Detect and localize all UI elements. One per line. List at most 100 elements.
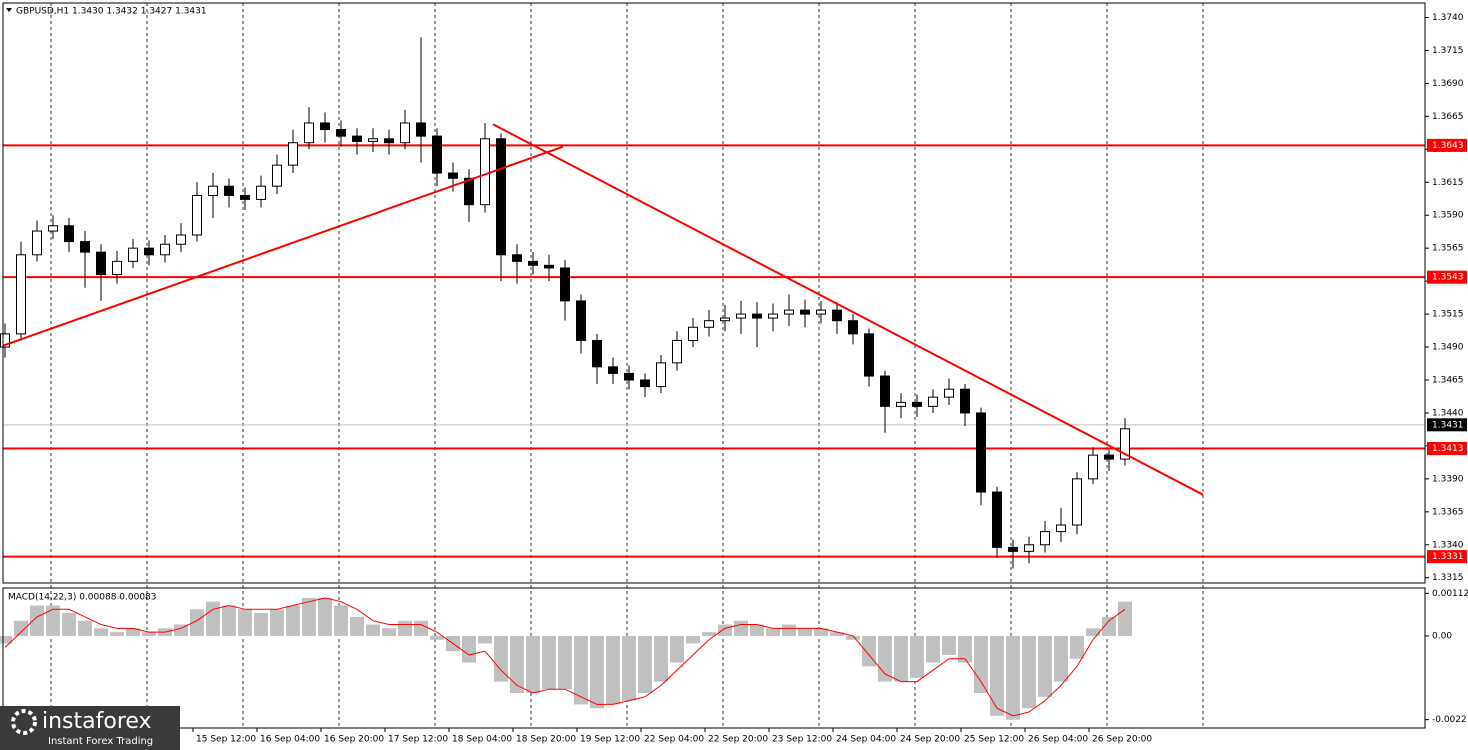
candle-body [752, 313, 762, 319]
candle-body [544, 264, 554, 269]
macd-bar [862, 635, 876, 667]
candle-body [208, 185, 218, 196]
macd-bar [286, 605, 300, 636]
macd-title: MACD(14,22,3) 0.00088 0.00083 [8, 593, 157, 603]
logo-tagline: Instant Forex Trading [48, 736, 153, 747]
macd-bar [1006, 635, 1020, 720]
candle-body [1072, 478, 1082, 526]
price-label: 1.3331 [1432, 552, 1464, 562]
candle-body [832, 309, 842, 322]
candle-body [928, 396, 938, 407]
macd-bar [94, 628, 108, 636]
candle-body [608, 366, 618, 374]
candle-body [624, 372, 634, 381]
logo: instaforex Instant Forex Trading [0, 706, 180, 750]
x-tick-label: 16 Sep 20:00 [324, 735, 384, 745]
logo-name: instaforex [42, 709, 152, 734]
menu-icon [6, 8, 12, 12]
macd-bar [766, 628, 780, 636]
macd-bar [782, 624, 796, 636]
x-tick-label: 26 Sep 04:00 [1028, 735, 1088, 745]
candle-body [1056, 524, 1066, 533]
macd-bar [1086, 628, 1100, 636]
y-tick-label: -0.0022 [1432, 715, 1467, 725]
candle-body [64, 225, 74, 243]
macd-bar [494, 635, 508, 682]
x-tick-label: 17 Sep 12:00 [388, 735, 448, 745]
candle-body [384, 138, 394, 144]
macd-bar [174, 624, 188, 636]
macd-bar [478, 635, 492, 644]
candle-body [720, 317, 730, 322]
candle-body [352, 135, 362, 142]
candle-body [800, 309, 810, 315]
macd-bar [62, 613, 76, 636]
macd-bar [750, 624, 764, 636]
macd-bar [142, 632, 156, 636]
price-label-box [1427, 270, 1467, 284]
macd-bar [910, 635, 924, 678]
macd-bar [46, 605, 60, 636]
x-tick-label: 15 Sep 12:00 [196, 735, 256, 745]
macd-bar [606, 635, 620, 705]
candle-body [976, 412, 986, 493]
macd-bar [574, 635, 588, 705]
macd-bar [974, 635, 988, 693]
y-tick-label: 1.3715 [1432, 46, 1464, 56]
x-tick-label: 19 Sep 12:00 [580, 735, 640, 745]
candle-body [464, 177, 474, 206]
macd-bar [238, 609, 252, 636]
x-tick-label: 18 Sep 20:00 [516, 735, 576, 745]
macd-bar [510, 635, 524, 693]
macd-signal-line [4, 597, 1126, 717]
candle-body [432, 135, 442, 174]
candle-body [912, 401, 922, 407]
candle-body [416, 122, 426, 137]
macd-bar [1054, 635, 1068, 682]
candle-body [784, 309, 794, 315]
y-tick-label: 1.3665 [1432, 112, 1464, 122]
candle-body [128, 247, 138, 262]
candle-body [528, 260, 538, 266]
candle-body [768, 313, 778, 319]
candle-body [848, 320, 858, 335]
macd-bar [126, 628, 140, 636]
macd-bar [894, 635, 908, 682]
candle-body [256, 185, 266, 200]
candle-body [176, 234, 186, 245]
macd-bar [926, 635, 940, 663]
candle-body [704, 320, 714, 328]
candle-body [448, 172, 458, 179]
y-tick-label: 1.3590 [1432, 211, 1464, 221]
candle-body [592, 339, 602, 368]
macd-bar [814, 628, 828, 636]
candle-body [240, 194, 250, 200]
candle-body [880, 375, 890, 407]
macd-bar [270, 609, 284, 636]
macd-bar [318, 597, 332, 636]
candle-body [688, 326, 698, 341]
price-label-box [1427, 418, 1467, 432]
x-tick-label: 22 Sep 20:00 [708, 735, 768, 745]
candle-body [1104, 454, 1114, 460]
macd-bar [302, 597, 316, 636]
macd-bar [990, 635, 1004, 716]
y-tick-label: 1.3365 [1432, 507, 1464, 517]
y-tick-label: 1.3390 [1432, 474, 1464, 484]
candle-body [160, 243, 170, 256]
candle-body [960, 388, 970, 414]
candle-body [304, 122, 314, 144]
macd-bar [846, 635, 860, 640]
x-tick-label: 16 Sep 04:00 [260, 735, 320, 745]
macd-bar [110, 632, 124, 636]
macd-bar [1102, 616, 1116, 636]
candle-body [192, 194, 202, 236]
price-pane-border [2, 2, 1426, 584]
macd-bar [222, 605, 236, 636]
candle-body [80, 241, 90, 253]
macd-bar [830, 632, 844, 636]
macd-bar [1022, 635, 1036, 709]
candle-body [320, 122, 330, 131]
